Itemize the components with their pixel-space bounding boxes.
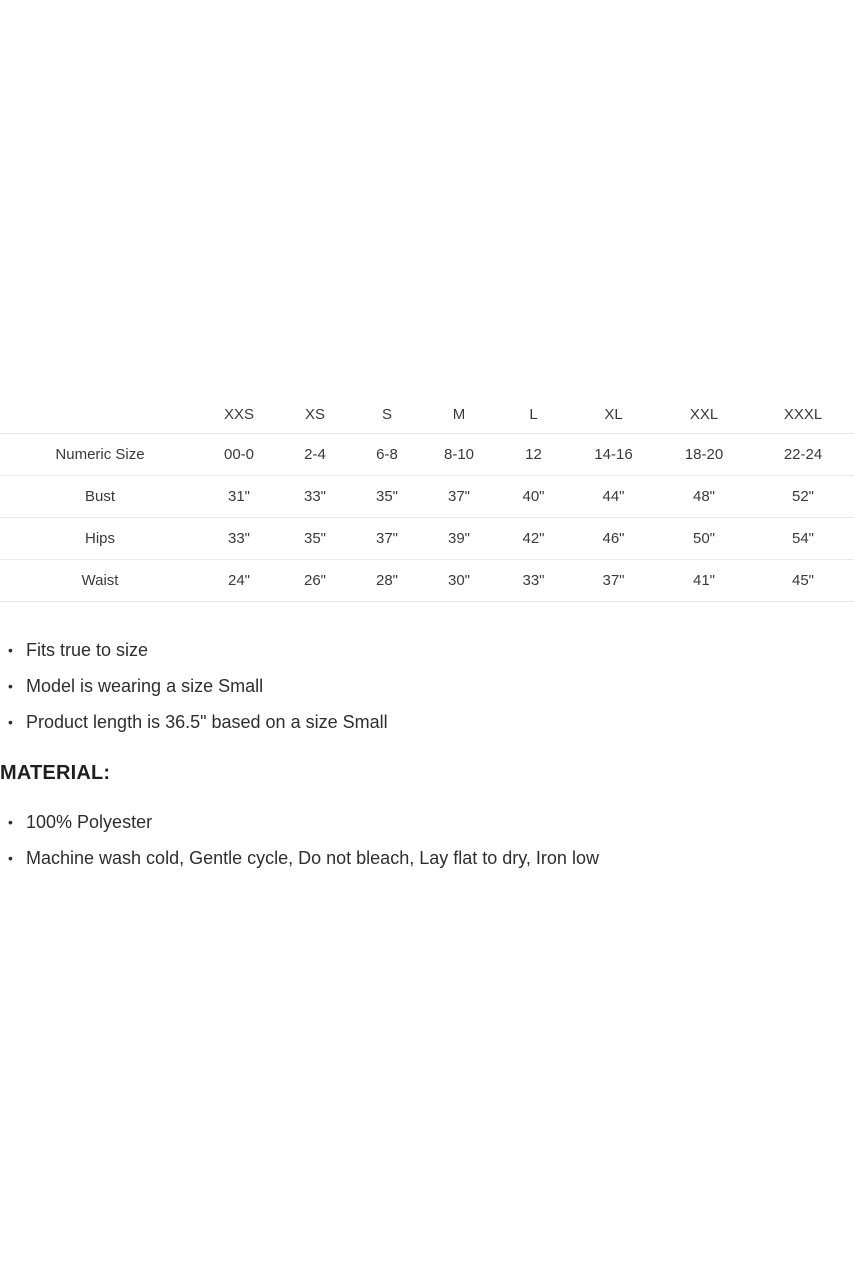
- row-label: Waist: [0, 559, 200, 602]
- cell-value: 00-0: [200, 433, 278, 476]
- cell-value: 28": [352, 559, 422, 602]
- size-header-l: L: [496, 396, 571, 434]
- fit-note-item: Fits true to size: [0, 639, 854, 661]
- table-row-waist: Waist 24" 26" 28" 30" 33" 37" 41" 45": [0, 559, 854, 602]
- cell-value: 18-20: [656, 433, 752, 476]
- material-note-item: Machine wash cold, Gentle cycle, Do not …: [0, 847, 854, 869]
- cell-value: 2-4: [278, 433, 352, 476]
- size-header-blank: [0, 396, 200, 434]
- cell-value: 44": [571, 475, 656, 518]
- size-chart-table: XXS XS S M L XL XXL XXXL Numeric Size 00…: [0, 396, 854, 602]
- cell-value: 35": [278, 517, 352, 560]
- cell-value: 48": [656, 475, 752, 518]
- cell-value: 39": [422, 517, 496, 560]
- table-row-hips: Hips 33" 35" 37" 39" 42" 46" 50" 54": [0, 517, 854, 560]
- cell-value: 41": [656, 559, 752, 602]
- cell-value: 37": [352, 517, 422, 560]
- size-and-fit-section: XXS XS S M L XL XXL XXXL Numeric Size 00…: [0, 396, 854, 883]
- fit-note-item: Product length is 36.5" based on a size …: [0, 711, 854, 733]
- cell-value: 26": [278, 559, 352, 602]
- row-label: Bust: [0, 475, 200, 518]
- size-header-xs: XS: [278, 396, 352, 434]
- row-label: Numeric Size: [0, 433, 200, 476]
- size-header-xl: XL: [571, 396, 656, 434]
- cell-value: 35": [352, 475, 422, 518]
- size-header-xxs: XXS: [200, 396, 278, 434]
- cell-value: 8-10: [422, 433, 496, 476]
- material-notes-list: 100% Polyester Machine wash cold, Gentle…: [0, 811, 854, 869]
- size-header-xxl: XXL: [656, 396, 752, 434]
- material-heading: MATERIAL:: [0, 761, 111, 784]
- table-row-bust: Bust 31" 33" 35" 37" 40" 44" 48" 52": [0, 475, 854, 518]
- row-label: Hips: [0, 517, 200, 560]
- cell-value: 54": [752, 517, 854, 560]
- cell-value: 33": [200, 517, 278, 560]
- cell-value: 33": [278, 475, 352, 518]
- cell-value: 45": [752, 559, 854, 602]
- size-header-xxxl: XXXL: [752, 396, 854, 434]
- fit-notes-list: Fits true to size Model is wearing a siz…: [0, 639, 854, 733]
- cell-value: 31": [200, 475, 278, 518]
- cell-value: 37": [422, 475, 496, 518]
- cell-value: 52": [752, 475, 854, 518]
- cell-value: 46": [571, 517, 656, 560]
- cell-value: 30": [422, 559, 496, 602]
- size-header-s: S: [352, 396, 422, 434]
- cell-value: 6-8: [352, 433, 422, 476]
- cell-value: 33": [496, 559, 571, 602]
- cell-value: 24": [200, 559, 278, 602]
- cell-value: 22-24: [752, 433, 854, 476]
- cell-value: 50": [656, 517, 752, 560]
- material-note-item: 100% Polyester: [0, 811, 854, 833]
- cell-value: 37": [571, 559, 656, 602]
- cell-value: 40": [496, 475, 571, 518]
- size-header-m: M: [422, 396, 496, 434]
- size-header-row: XXS XS S M L XL XXL XXXL: [0, 396, 854, 434]
- cell-value: 42": [496, 517, 571, 560]
- table-row-numeric-size: Numeric Size 00-0 2-4 6-8 8-10 12 14-16 …: [0, 433, 854, 476]
- cell-value: 12: [496, 433, 571, 476]
- cell-value: 14-16: [571, 433, 656, 476]
- fit-note-item: Model is wearing a size Small: [0, 675, 854, 697]
